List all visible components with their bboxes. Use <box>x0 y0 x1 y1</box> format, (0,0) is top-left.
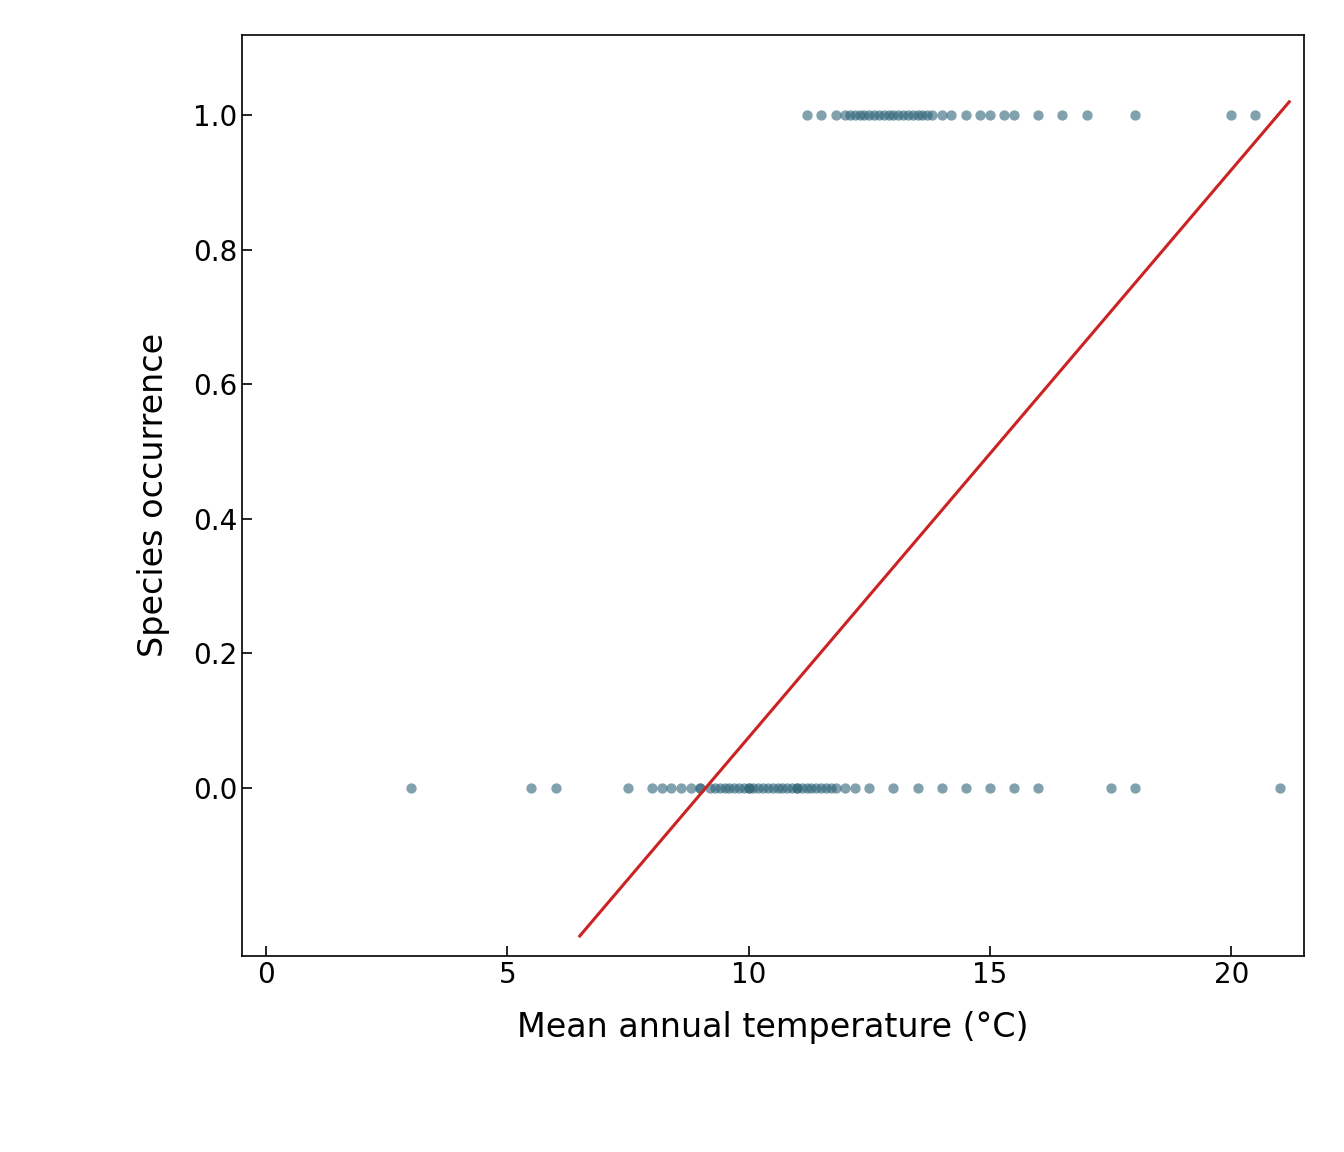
Point <box>907 779 929 797</box>
Point <box>747 779 769 797</box>
Point <box>777 779 798 797</box>
Point <box>786 779 808 797</box>
Point <box>704 779 726 797</box>
Point <box>969 106 991 124</box>
Point <box>1124 779 1145 797</box>
Point <box>796 779 817 797</box>
Point <box>723 779 745 797</box>
Point <box>907 106 929 124</box>
Point <box>859 106 880 124</box>
Point <box>401 779 422 797</box>
Point <box>868 106 890 124</box>
Point <box>1269 779 1290 797</box>
Point <box>825 779 847 797</box>
Point <box>1245 106 1266 124</box>
Point <box>641 779 663 797</box>
Point <box>781 779 802 797</box>
Point <box>1075 106 1097 124</box>
Point <box>902 106 923 124</box>
Point <box>883 779 905 797</box>
Point <box>922 106 943 124</box>
Point <box>1027 779 1048 797</box>
Point <box>732 779 754 797</box>
Point <box>844 106 866 124</box>
Point <box>1099 779 1121 797</box>
Point <box>956 106 977 124</box>
Point <box>980 106 1001 124</box>
Point <box>792 779 813 797</box>
Point <box>839 106 860 124</box>
Point <box>849 106 871 124</box>
Point <box>931 106 953 124</box>
Point <box>911 106 933 124</box>
Point <box>810 106 832 124</box>
Point <box>1124 106 1145 124</box>
Point <box>771 779 793 797</box>
Y-axis label: Species occurrence: Species occurrence <box>137 333 171 658</box>
Point <box>1004 106 1025 124</box>
Point <box>743 779 765 797</box>
Point <box>714 779 735 797</box>
Point <box>520 779 542 797</box>
Point <box>680 779 702 797</box>
Point <box>661 779 683 797</box>
Point <box>980 779 1001 797</box>
Point <box>617 779 638 797</box>
X-axis label: Mean annual temperature (°C): Mean annual temperature (°C) <box>517 1011 1028 1044</box>
Point <box>786 779 808 797</box>
Point <box>762 779 784 797</box>
Point <box>931 779 953 797</box>
Point <box>796 106 817 124</box>
Point <box>767 779 789 797</box>
Point <box>898 106 919 124</box>
Point <box>805 779 827 797</box>
Point <box>689 779 711 797</box>
Point <box>853 106 875 124</box>
Point <box>814 779 836 797</box>
Point <box>892 106 914 124</box>
Point <box>1004 779 1025 797</box>
Point <box>859 779 880 797</box>
Point <box>1220 106 1242 124</box>
Point <box>1027 106 1048 124</box>
Point <box>757 779 778 797</box>
Point <box>956 779 977 797</box>
Point <box>699 779 720 797</box>
Point <box>1051 106 1073 124</box>
Point <box>917 106 938 124</box>
Point <box>544 779 566 797</box>
Point <box>844 779 866 797</box>
Point <box>801 779 823 797</box>
Point <box>883 106 905 124</box>
Point <box>728 779 750 797</box>
Point <box>941 106 962 124</box>
Point <box>820 779 841 797</box>
Point <box>710 779 731 797</box>
Point <box>863 106 884 124</box>
Point <box>835 106 856 124</box>
Point <box>993 106 1015 124</box>
Point <box>810 779 832 797</box>
Point <box>887 106 909 124</box>
Point <box>738 779 759 797</box>
Point <box>689 779 711 797</box>
Point <box>650 779 672 797</box>
Point <box>671 779 692 797</box>
Point <box>738 779 759 797</box>
Point <box>719 779 741 797</box>
Point <box>753 779 774 797</box>
Point <box>878 106 899 124</box>
Point <box>825 106 847 124</box>
Point <box>835 779 856 797</box>
Point <box>874 106 895 124</box>
